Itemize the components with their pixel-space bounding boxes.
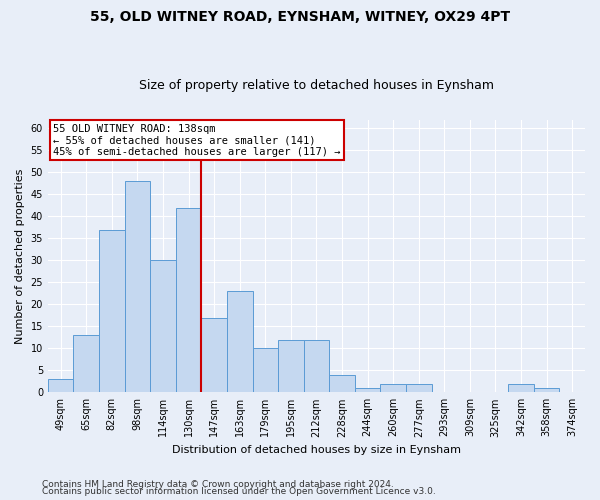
Y-axis label: Number of detached properties: Number of detached properties [15, 168, 25, 344]
Bar [329, 374, 355, 392]
Bar [508, 384, 534, 392]
Text: 55, OLD WITNEY ROAD, EYNSHAM, WITNEY, OX29 4PT: 55, OLD WITNEY ROAD, EYNSHAM, WITNEY, OX… [90, 10, 510, 24]
Bar [125, 181, 150, 392]
Bar [304, 340, 329, 392]
Bar [99, 230, 125, 392]
Bar [73, 335, 99, 392]
Bar [534, 388, 559, 392]
Title: Size of property relative to detached houses in Eynsham: Size of property relative to detached ho… [139, 79, 494, 92]
Bar [202, 318, 227, 392]
Text: Contains public sector information licensed under the Open Government Licence v3: Contains public sector information licen… [42, 487, 436, 496]
Bar [150, 260, 176, 392]
Bar [355, 388, 380, 392]
Bar [227, 291, 253, 392]
Bar [176, 208, 202, 392]
Bar [48, 379, 73, 392]
X-axis label: Distribution of detached houses by size in Eynsham: Distribution of detached houses by size … [172, 445, 461, 455]
Bar [380, 384, 406, 392]
Text: Contains HM Land Registry data © Crown copyright and database right 2024.: Contains HM Land Registry data © Crown c… [42, 480, 394, 489]
Bar [253, 348, 278, 393]
Bar [406, 384, 431, 392]
Text: 55 OLD WITNEY ROAD: 138sqm
← 55% of detached houses are smaller (141)
45% of sem: 55 OLD WITNEY ROAD: 138sqm ← 55% of deta… [53, 124, 341, 157]
Bar [278, 340, 304, 392]
